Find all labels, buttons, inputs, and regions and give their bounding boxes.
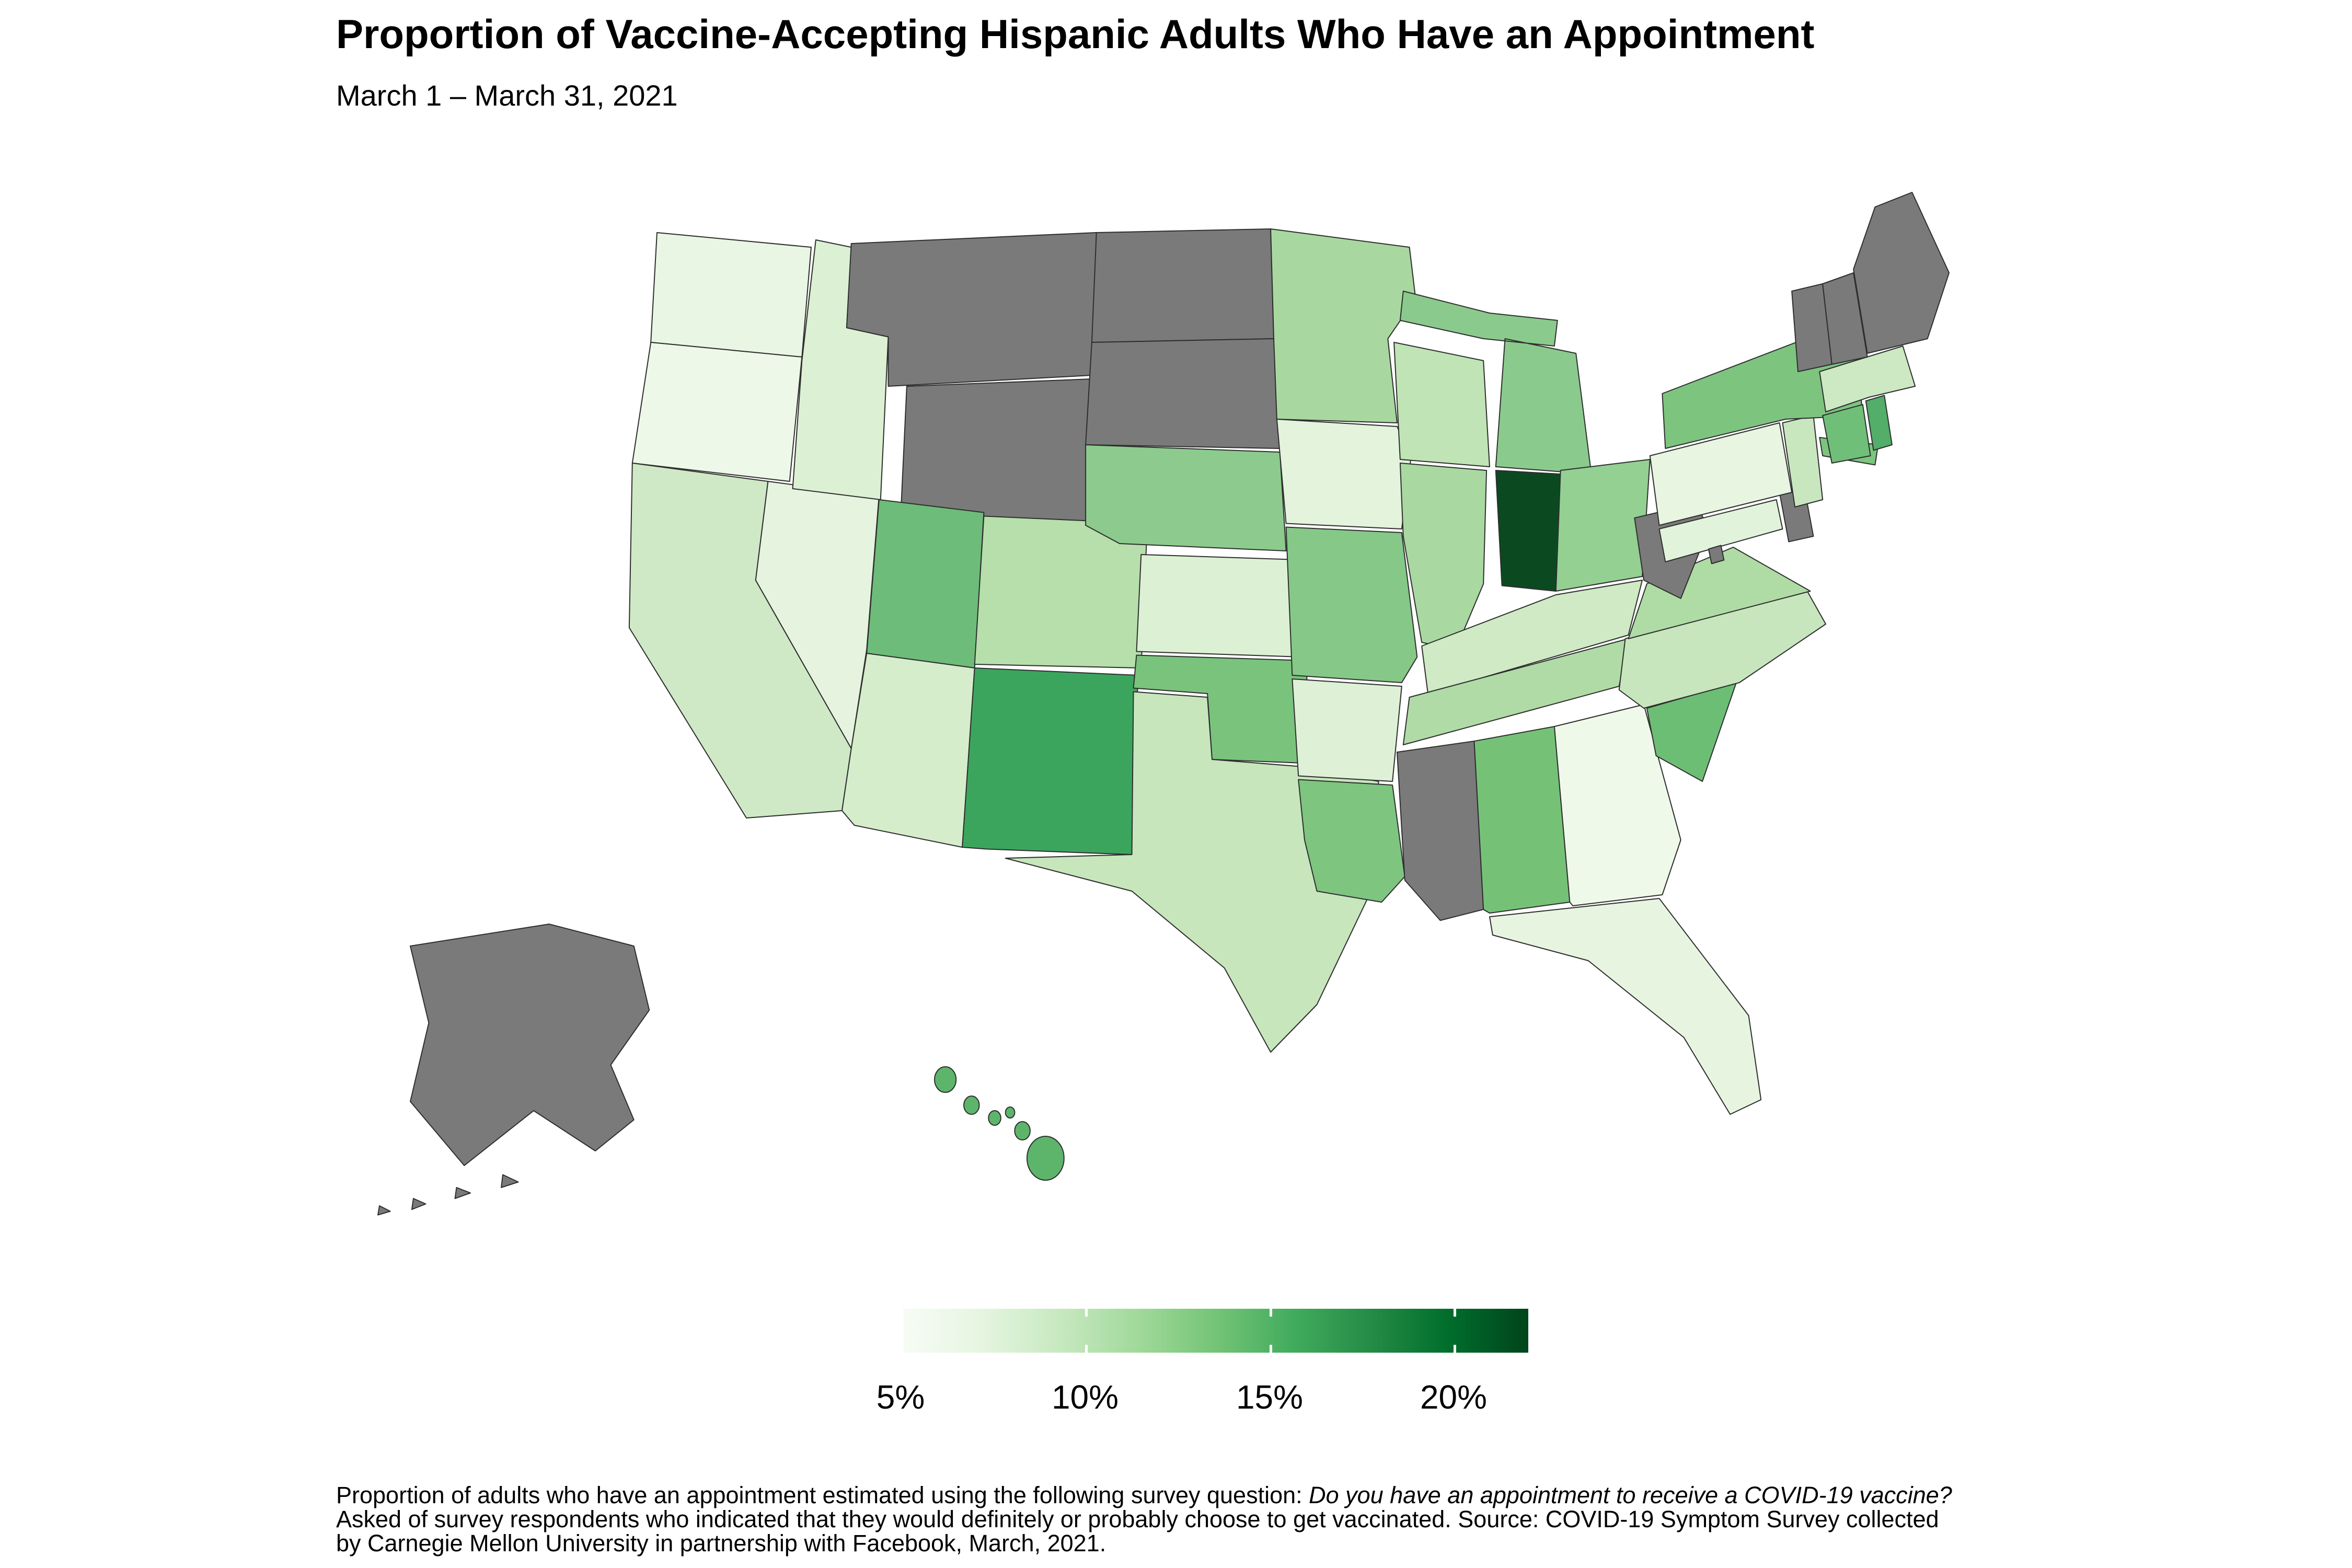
state-shape-RI: [1866, 396, 1892, 451]
state-shape-MN: [1271, 229, 1415, 423]
legend-tick-mark: [1085, 1345, 1088, 1353]
legend-tick-mark: [1454, 1309, 1456, 1317]
legend-gradient-bar: [903, 1309, 1528, 1353]
state-shape-MS: [1397, 741, 1483, 920]
state-shape-WI: [1394, 342, 1490, 467]
state-shape-UT: [867, 500, 984, 668]
state-shape-PA: [1650, 423, 1792, 525]
legend-tick-label-20: 20%: [1420, 1378, 1488, 1416]
state-shape-KS: [1136, 555, 1307, 657]
state-shape-MA: [1819, 346, 1915, 412]
page-subtitle: March 1 – March 31, 2021: [336, 79, 678, 112]
state-shape-DC: [1709, 546, 1724, 564]
state-shape-VA: [1629, 547, 1811, 639]
page-title: Proportion of Vaccine-Accepting Hispanic…: [336, 11, 1815, 57]
state-shape-HI: [935, 1067, 1064, 1180]
state-shape-MO: [1286, 527, 1417, 683]
state-shape-MD: [1659, 500, 1783, 562]
state-shape-TX: [1006, 692, 1379, 1053]
state-shape-FL: [1490, 898, 1761, 1114]
state-shape-WY: [901, 379, 1092, 525]
state-shape-ME: [1853, 192, 1949, 353]
footnote-line-3: by Carnegie Mellon University in partner…: [336, 1530, 1106, 1557]
state-shape-SD: [1086, 339, 1280, 448]
legend-tick-mark: [1085, 1309, 1088, 1317]
legend-tick-label-10: 10%: [1051, 1378, 1119, 1416]
state-shape-KY: [1422, 580, 1642, 694]
legend-tick-label-5: 5%: [876, 1378, 925, 1416]
legend-tick-mark: [1270, 1345, 1272, 1353]
state-shape-NE: [1086, 445, 1286, 551]
footnote-line-1: Proportion of adults who have an appoint…: [336, 1482, 1952, 1508]
state-shape-LA: [1298, 780, 1405, 903]
legend-tick-mark: [1270, 1309, 1272, 1317]
state-shape-AK: [378, 924, 649, 1215]
state-shape-OR: [632, 342, 802, 481]
state-shape-IA: [1277, 419, 1411, 529]
state-shape-IN: [1496, 470, 1561, 591]
state-shape-NH: [1823, 273, 1867, 364]
state-shape-AZ: [842, 653, 975, 847]
state-shape-CT: [1823, 405, 1870, 463]
footnote-survey-question: Do you have an appointment to receive a …: [1309, 1482, 1952, 1508]
state-shape-OH: [1556, 459, 1650, 591]
state-shape-AL: [1474, 727, 1570, 913]
legend-tick-label-15: 15%: [1236, 1378, 1304, 1416]
state-shape-ND: [1092, 229, 1274, 342]
state-shape-NM: [962, 668, 1138, 855]
legend-tick-mark: [1454, 1345, 1456, 1353]
state-shape-AR: [1292, 679, 1401, 781]
footnote: Proportion of adults who have an appoint…: [336, 1483, 1952, 1555]
state-shape-WA: [651, 233, 811, 357]
footnote-line-2: Asked of survey respondents who indicate…: [336, 1506, 1939, 1532]
